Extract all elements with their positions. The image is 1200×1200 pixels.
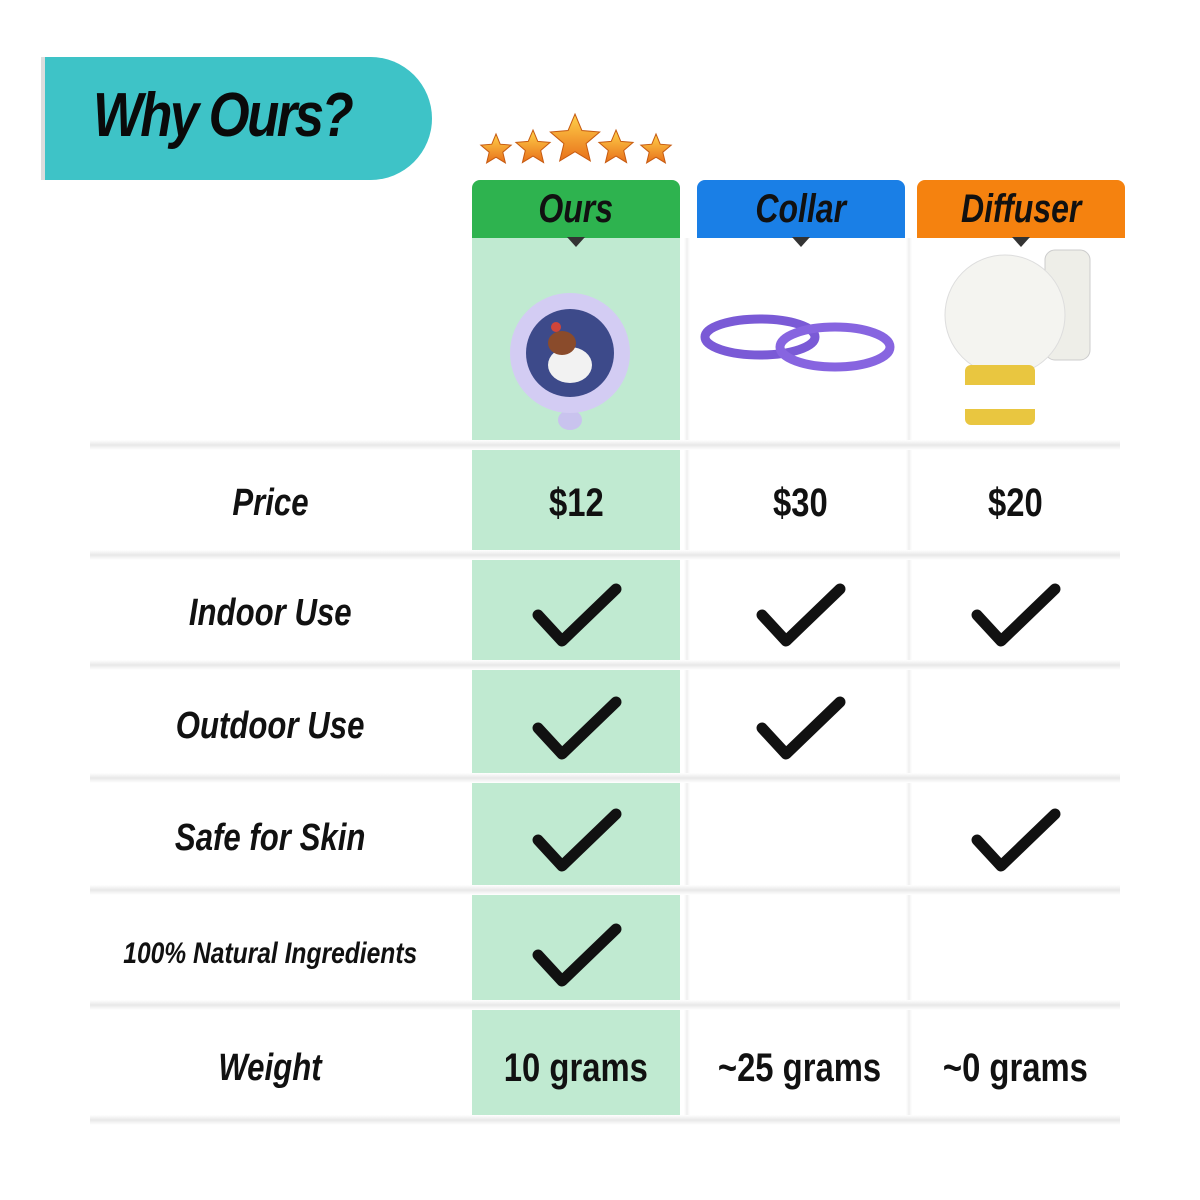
checkmark-icon [756,696,846,760]
rating-stars [479,112,673,164]
cell-value: 10 grams [503,1046,649,1090]
why-ours-banner [45,57,432,180]
star-icon [549,112,601,163]
row-label: Safe for Skin [174,817,366,859]
collar-product-image [700,314,895,372]
cell-value: $20 [987,481,1043,525]
checkmark-icon [532,583,622,647]
tab-ours: Ours [472,180,680,247]
checkmark-icon [971,808,1061,872]
star-icon [479,132,513,164]
star-icon [639,132,673,164]
row-label: Weight [218,1047,322,1089]
checkmark-icon [971,583,1061,647]
row-label: Indoor Use [188,592,352,634]
checkmark-icon [532,808,622,872]
row-divider [90,660,1120,670]
checkmark-icon [756,583,846,647]
tab-collar: Collar [697,180,905,247]
row-label: 100% Natural Ingredients [123,937,417,970]
checkmark-icon [532,696,622,760]
star-icon [597,128,635,164]
cell-value: $30 [772,481,828,525]
tab-diffuser: Diffuser [917,180,1125,247]
row-label: Price [231,482,309,524]
row-divider [90,440,1120,450]
banner-title: Why Ours? [93,81,354,150]
diffuser-product-image [944,249,1091,425]
row-divider [90,1000,1120,1010]
cell-value: ~25 grams [718,1046,882,1090]
row-divider [90,773,1120,783]
ours-product-image [510,293,630,430]
row-label: Outdoor Use [175,705,365,747]
checkmark-icon [532,923,622,987]
row-divider [90,550,1120,560]
column-divider [684,238,690,1120]
row-divider [90,1115,1120,1125]
cell-value: ~0 grams [942,1046,1088,1090]
row-divider [90,885,1120,895]
column-divider [906,238,912,1120]
cell-value: $12 [548,481,604,525]
star-icon [514,128,552,164]
